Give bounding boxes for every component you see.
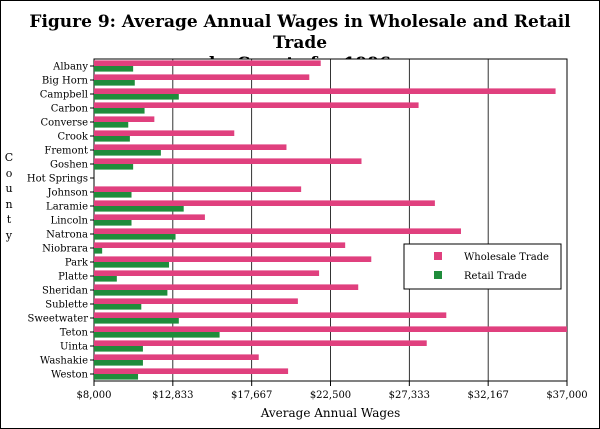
wholesale-bar bbox=[94, 368, 289, 374]
retail-bar bbox=[94, 136, 130, 142]
retail-bar bbox=[94, 360, 143, 366]
retail-bar bbox=[94, 164, 134, 170]
category-label: Park bbox=[65, 258, 89, 269]
wholesale-bar bbox=[94, 228, 461, 234]
legend-swatch-retail bbox=[434, 271, 442, 279]
category-label: Carbon bbox=[51, 104, 89, 115]
x-tick-label: $27,333 bbox=[389, 390, 430, 401]
category-label: Fremont bbox=[44, 146, 88, 157]
y-axis-label-letter: n bbox=[5, 197, 13, 211]
category-label: Sweetwater bbox=[27, 314, 88, 325]
wholesale-bar bbox=[94, 298, 298, 304]
category-label: Sheridan bbox=[42, 286, 89, 297]
retail-bar bbox=[94, 108, 145, 114]
retail-bar bbox=[94, 94, 179, 100]
y-axis-label-letter: C bbox=[4, 151, 14, 164]
wholesale-bar bbox=[94, 200, 435, 206]
wholesale-bar bbox=[94, 214, 205, 220]
category-label: Niobrara bbox=[42, 244, 88, 255]
wholesale-bar bbox=[94, 284, 359, 290]
retail-bar bbox=[94, 80, 135, 86]
x-tick-label: $37,000 bbox=[546, 390, 587, 401]
legend-swatch-wholesale bbox=[434, 252, 442, 260]
x-tick-label: $22,500 bbox=[310, 390, 351, 401]
retail-bar bbox=[94, 234, 176, 240]
retail-bar bbox=[94, 122, 129, 128]
category-label: Lincoln bbox=[50, 216, 88, 227]
retail-bar bbox=[94, 192, 132, 198]
category-label: Campbell bbox=[40, 90, 88, 101]
category-label: Uinta bbox=[60, 342, 88, 353]
legend-box bbox=[403, 243, 562, 290]
category-label: Albany bbox=[52, 62, 88, 73]
wholesale-bar bbox=[94, 116, 155, 122]
category-label: Washakie bbox=[40, 356, 88, 367]
legend-label-wholesale: Wholesale Trade bbox=[464, 252, 549, 263]
category-label: Big Horn bbox=[42, 76, 89, 87]
retail-bar bbox=[94, 304, 142, 310]
retail-bar bbox=[94, 220, 132, 226]
retail-bar bbox=[94, 150, 161, 156]
x-tick-label: $12,833 bbox=[152, 390, 193, 401]
retail-bar bbox=[94, 346, 143, 352]
retail-bar bbox=[94, 276, 117, 282]
wholesale-bar bbox=[94, 158, 362, 164]
retail-bar bbox=[94, 332, 220, 338]
category-label: Crook bbox=[57, 132, 88, 143]
wholesale-bar bbox=[94, 88, 556, 94]
category-label: Platte bbox=[58, 272, 88, 283]
y-axis-label-letter: y bbox=[5, 228, 13, 242]
category-label: Johnson bbox=[46, 188, 88, 199]
retail-bar bbox=[94, 318, 179, 324]
x-tick-label: $32,167 bbox=[467, 390, 508, 401]
retail-bar bbox=[94, 248, 103, 254]
category-label: Laramie bbox=[46, 202, 88, 213]
wholesale-bar bbox=[94, 312, 447, 318]
chart-title-line-1: Figure 9: Average Annual Wages in Wholes… bbox=[29, 12, 571, 53]
wholesale-bar bbox=[94, 270, 320, 276]
y-axis-label-letter: t bbox=[6, 213, 12, 226]
category-label: Natrona bbox=[46, 230, 88, 241]
wholesale-bar bbox=[94, 340, 427, 346]
y-axis-label-letter: u bbox=[5, 182, 13, 195]
legend-label-retail: Retail Trade bbox=[464, 271, 527, 282]
wholesale-bar bbox=[94, 354, 259, 360]
wholesale-bar bbox=[94, 242, 346, 248]
wholesale-bar bbox=[94, 60, 321, 66]
category-label: Teton bbox=[60, 328, 89, 339]
x-axis-title: Average Annual Wages bbox=[260, 406, 401, 420]
category-label: Converse bbox=[40, 118, 88, 129]
x-tick-label: $17,667 bbox=[231, 390, 272, 401]
wholesale-bar bbox=[94, 144, 287, 150]
retail-bar bbox=[94, 66, 134, 72]
wholesale-bar bbox=[94, 256, 372, 262]
wholesale-bar bbox=[94, 102, 419, 108]
wholesale-bar bbox=[94, 130, 235, 136]
wholesale-bar bbox=[94, 74, 310, 80]
retail-bar bbox=[94, 262, 170, 268]
wholesale-bar bbox=[94, 186, 302, 192]
retail-bar bbox=[94, 290, 168, 296]
category-label: Weston bbox=[51, 370, 89, 381]
y-axis-label-letter: o bbox=[5, 166, 13, 180]
category-label: Hot Springs bbox=[27, 174, 88, 185]
category-label: Sublette bbox=[45, 300, 88, 311]
wholesale-bar bbox=[94, 326, 567, 332]
retail-bar bbox=[94, 206, 184, 212]
x-tick-label: $8,000 bbox=[77, 390, 112, 401]
category-label: Goshen bbox=[50, 160, 88, 171]
retail-bar bbox=[94, 374, 139, 380]
